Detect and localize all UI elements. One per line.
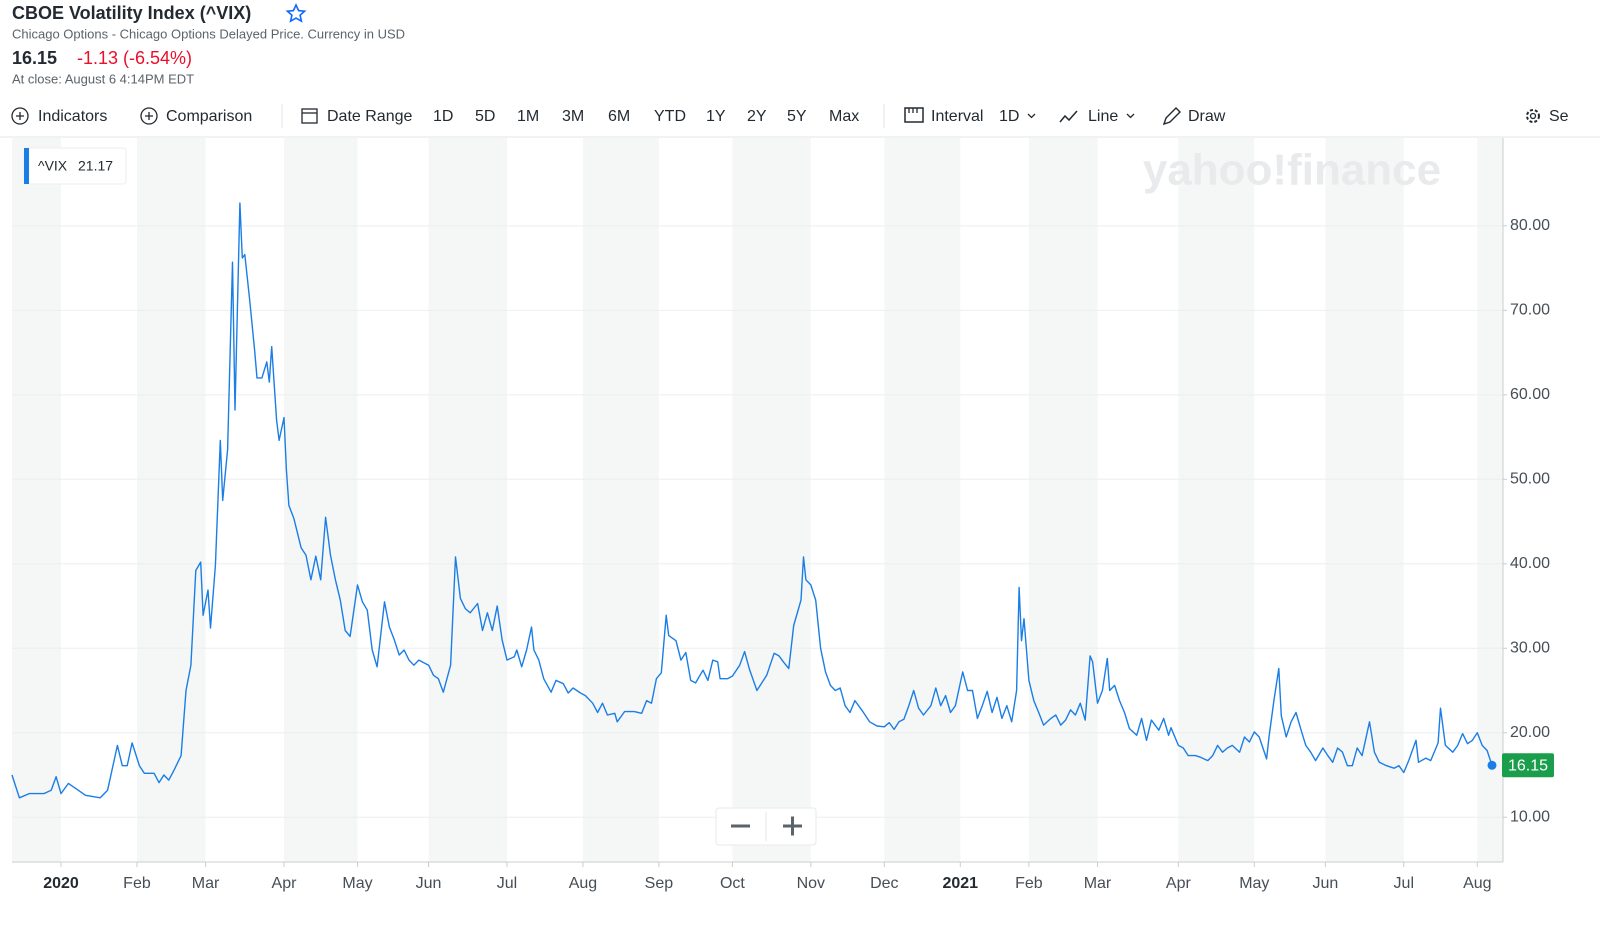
indicators-button[interactable]: Indicators	[38, 108, 107, 125]
y-tick-label: 80.00	[1510, 217, 1550, 234]
month-band	[136, 138, 206, 862]
interval-value[interactable]: 1D	[999, 108, 1019, 125]
chart-type-button[interactable]: Line	[1088, 108, 1118, 125]
watchlist-star[interactable]	[285, 3, 307, 23]
y-tick-label: 60.00	[1510, 386, 1550, 403]
month-band	[12, 138, 62, 862]
comparison-icon	[140, 107, 158, 125]
x-tick-label: Jun	[1312, 875, 1338, 892]
quote-price: 16.15	[12, 48, 57, 68]
range-button[interactable]: 1M	[517, 108, 539, 125]
x-tick-label: Mar	[1084, 875, 1112, 892]
month-band	[1325, 138, 1404, 862]
range-button[interactable]: 2Y	[747, 108, 767, 125]
legend-name: ^VIX	[38, 158, 68, 174]
plus-icon	[16, 112, 24, 120]
x-tick-label: Jun	[416, 875, 442, 892]
y-tick-label: 70.00	[1510, 302, 1550, 319]
x-tick-label: 2021	[942, 875, 978, 892]
x-tick-label: Oct	[720, 875, 745, 892]
x-tick-label: Dec	[870, 875, 898, 892]
interval-icon	[904, 107, 924, 123]
draw-button[interactable]: Draw	[1188, 108, 1226, 125]
x-tick-label: Apr	[1166, 875, 1192, 892]
y-tick-label: 20.00	[1510, 724, 1550, 741]
x-tick-label: Mar	[192, 875, 220, 892]
range-button[interactable]: YTD	[654, 108, 686, 125]
calendar-icon	[301, 108, 318, 124]
settings-icon-center	[1529, 112, 1537, 120]
draw-icon	[1162, 107, 1181, 126]
x-tick-label: Aug	[569, 875, 597, 892]
toolbar: Indicators Comparison Date Range Interva…	[0, 104, 1600, 138]
x-tick-label: Aug	[1463, 875, 1491, 892]
month-band	[1028, 138, 1098, 862]
plot: 2020 Feb Mar Apr May Jun Jul Aug Sep Oct Nov Dec 202…	[11, 138, 1554, 892]
month-band	[884, 138, 961, 862]
month-bands	[12, 138, 1503, 862]
month-band	[732, 138, 811, 862]
x-tick-label: Apr	[272, 875, 298, 892]
comparison-button[interactable]: Comparison	[166, 108, 252, 125]
quote-subtitle: Chicago Options - Chicago Options Delaye…	[12, 26, 405, 41]
y-tick-label: 50.00	[1510, 471, 1550, 488]
indicators-icon	[11, 107, 29, 125]
line-icon	[1059, 110, 1078, 123]
x-tick-label: Feb	[1015, 875, 1043, 892]
range-button[interactable]: 3M	[562, 108, 584, 125]
quote-change: -1.13 (-6.54%)	[77, 48, 192, 68]
y-tick-label: 10.00	[1510, 808, 1550, 825]
x-tick-label: May	[1239, 875, 1269, 892]
plus-icon	[145, 112, 153, 120]
price-line	[11, 202, 1493, 799]
month-band	[1178, 138, 1255, 862]
price-tag-label: 16.15	[1508, 757, 1548, 774]
zoom-in[interactable]	[783, 816, 802, 836]
month-band	[428, 138, 507, 862]
legend-swatch	[24, 148, 29, 184]
x-tick-label: Feb	[123, 875, 151, 892]
range-button[interactable]: 6M	[608, 108, 630, 125]
range-button[interactable]: 5D	[475, 108, 495, 125]
interval-icon-ticks	[908, 108, 918, 113]
price-tag	[1502, 753, 1554, 778]
y-tick-label: 40.00	[1510, 555, 1550, 572]
watermark: yahoo!finance	[1143, 146, 1441, 195]
month-band	[283, 138, 358, 862]
settings-button[interactable]: Se	[1549, 108, 1569, 125]
x-tick-label: Jul	[1394, 875, 1414, 892]
x-tick-label: Sep	[645, 875, 674, 892]
chevron	[1126, 113, 1135, 119]
chevron	[1027, 113, 1036, 119]
settings-icon	[1526, 109, 1540, 123]
x-tick-label: 2020	[43, 875, 79, 892]
month-band	[1477, 138, 1503, 862]
x-tick-label: May	[342, 875, 372, 892]
interval-label[interactable]: Interval	[931, 108, 983, 125]
close-time: At close: August 6 4:14PM EDT	[12, 71, 194, 86]
range-button[interactable]: 5Y	[787, 108, 807, 125]
range-button[interactable]: Max	[829, 108, 859, 125]
range-button[interactable]: 1D	[433, 108, 453, 125]
y-tick-label: 30.00	[1510, 639, 1550, 656]
last-point	[1487, 760, 1497, 770]
date-range-button[interactable]: Date Range	[327, 108, 412, 125]
range-button[interactable]: 1Y	[706, 108, 726, 125]
x-tick-label: Jul	[497, 875, 517, 892]
month-band	[582, 138, 659, 862]
x-tick-label: Nov	[797, 875, 825, 892]
legend-value: 21.17	[78, 158, 113, 174]
zoom-controls	[715, 807, 817, 846]
quote-title: CBOE Volatility Index (^VIX)	[12, 3, 251, 23]
